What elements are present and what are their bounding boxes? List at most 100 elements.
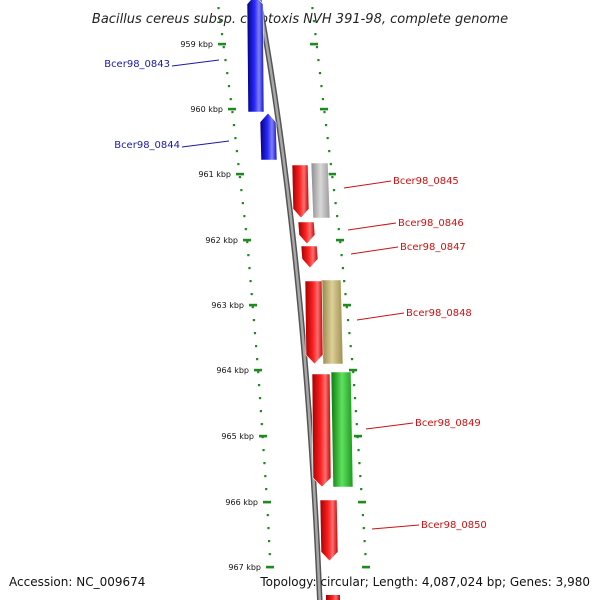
ruler-dot: [252, 319, 255, 322]
ruler-dot: [352, 371, 355, 374]
gene-label[interactable]: Bcer98_0850: [421, 520, 487, 531]
gene-leader-line: [350, 246, 399, 255]
ruler-dot: [241, 202, 244, 205]
ruler-dot: [353, 397, 357, 400]
tick-mark: [243, 238, 251, 242]
gene-label[interactable]: Bcer98_0846: [398, 218, 464, 229]
ruler-dot: [217, 7, 220, 10]
ruler-dot: [324, 124, 328, 127]
tick-label: 965 kbp: [221, 432, 254, 441]
ruler-dot: [229, 98, 232, 101]
tick-label: 961 kbp: [198, 170, 231, 179]
ruler-dot: [347, 319, 350, 322]
gene-arrow-bcer98_0846[interactable]: [297, 221, 316, 245]
ruler-dot: [341, 267, 344, 270]
ruler-dot: [238, 176, 241, 179]
ruler-dot: [318, 72, 322, 75]
tick-mark: [236, 172, 244, 176]
ruler-dot: [361, 514, 365, 517]
ruler-dot: [226, 72, 229, 75]
gene-leader-line: [343, 180, 392, 189]
gene-label[interactable]: Bcer98_0843: [104, 59, 170, 70]
gene-leader-line: [365, 422, 414, 430]
ruler-dot: [237, 163, 240, 166]
tick-mark: [218, 42, 226, 46]
ruler-dot: [262, 449, 265, 452]
tick-label: 964 kbp: [216, 366, 249, 375]
ruler-dot: [314, 33, 317, 36]
ruler-dot: [244, 228, 247, 231]
ruler-dot: [329, 163, 332, 166]
ruler-dot: [337, 228, 340, 231]
gene-label[interactable]: Bcer98_0844: [114, 140, 180, 151]
ruler-dot: [234, 137, 237, 140]
ruler-dot: [334, 202, 337, 205]
ruler-dot: [364, 553, 367, 556]
ruler-dot: [267, 527, 270, 530]
gene-arrow-bcer98_0850[interactable]: [319, 499, 339, 562]
ruler-dot: [343, 280, 346, 283]
ruler-dot: [266, 514, 269, 517]
ruler-dot: [344, 293, 347, 296]
gene-arrow-bcer98_0848[interactable]: [304, 280, 324, 365]
ruler-dot: [250, 293, 253, 296]
ruler-dot: [360, 488, 363, 491]
tick-mark: [254, 368, 262, 372]
ruler-dot: [254, 345, 258, 348]
ruler-dot: [362, 527, 365, 530]
tick-label: 962 kbp: [205, 236, 238, 245]
gene-arrow-partial: [326, 595, 340, 600]
ruler-dot: [265, 488, 268, 491]
cog-bar-green: [330, 371, 354, 488]
ruler-dot: [260, 423, 263, 426]
ruler-dot: [232, 124, 236, 127]
ruler-dot: [350, 358, 354, 361]
ruler-dot: [332, 189, 336, 192]
backbone: [257, 0, 322, 600]
tick-mark: [310, 42, 318, 46]
cog-bar-tan: [320, 279, 344, 365]
gene-leader-line: [347, 222, 397, 231]
ruler-dot: [336, 215, 339, 218]
ruler-dot: [248, 267, 251, 270]
ruler-dot: [222, 46, 225, 49]
ruler-dot: [315, 46, 319, 49]
ruler-dot: [253, 332, 257, 335]
ruler-dot: [353, 384, 356, 387]
gene-arrow-bcer98_0845[interactable]: [291, 164, 310, 219]
ruler-dot: [339, 241, 342, 244]
gene-leader-line: [371, 524, 420, 530]
gene-arrow-bcer98_0843[interactable]: [246, 0, 265, 113]
tick-label: 963 kbp: [211, 301, 244, 310]
gene-label[interactable]: Bcer98_0849: [415, 418, 481, 429]
tick-label: 967 kbp: [228, 563, 261, 572]
gene-arrow-bcer98_0847[interactable]: [300, 245, 319, 269]
tick-mark: [228, 107, 236, 111]
gene-arrow-bcer98_0844[interactable]: [259, 112, 278, 161]
ruler-dot: [235, 150, 239, 153]
ruler-dot: [345, 306, 348, 309]
ruler-dot: [264, 475, 267, 478]
gene-label[interactable]: Bcer98_0847: [400, 242, 466, 253]
ruler-dot: [256, 358, 259, 361]
gene-label[interactable]: Bcer98_0845: [393, 176, 459, 187]
ruler-dot: [257, 371, 260, 374]
ruler-dot: [224, 59, 227, 62]
ruler-dot: [349, 345, 352, 348]
ruler-dot: [359, 475, 362, 478]
gene-leader-line: [181, 140, 230, 148]
ruler-dot: [247, 254, 250, 257]
ruler-dot: [340, 254, 343, 257]
tick-mark: [358, 500, 366, 504]
ruler-dot: [348, 332, 351, 335]
scale-ticks: 959 kbp 960 kbp 961 kbp 962 kbp 963 kbp 964 k…: [180, 7, 370, 572]
ruler-dot: [311, 7, 314, 10]
gene-label[interactable]: Bcer98_0848: [406, 308, 472, 319]
accession-text: Accession: NC_009674: [9, 575, 145, 589]
ruler-dot: [251, 306, 254, 309]
map-title: Bacillus cereus subsp. cytotoxis NVH 391…: [92, 12, 508, 27]
gene-arrow-bcer98_0849[interactable]: [311, 373, 332, 488]
ruler-dot: [227, 85, 231, 88]
ruler-dot: [326, 137, 329, 140]
tick-label: 960 kbp: [190, 105, 223, 114]
